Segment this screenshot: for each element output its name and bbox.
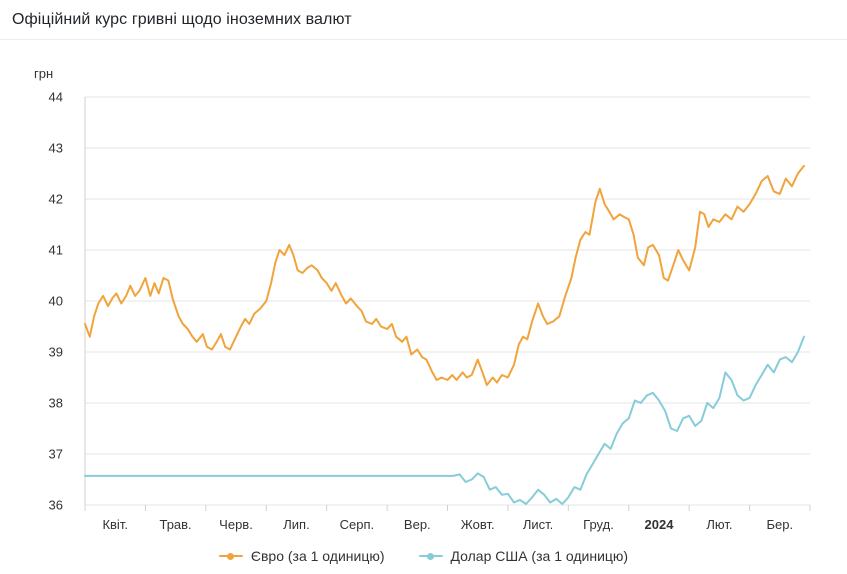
y-axis-tick-label: 37 bbox=[49, 447, 63, 462]
x-axis-tick-label: Черв. bbox=[219, 517, 253, 532]
line-chart-canvas: грн 36 37 38 39 40 41 42 43 44 Квіт. Трав. Черв. Лип.… bbox=[34, 66, 811, 532]
legend-label-usd: Долар США (за 1 одиницю) bbox=[450, 548, 629, 564]
y-axis-tick-label: 43 bbox=[49, 141, 63, 156]
y-axis-tick-label: 42 bbox=[49, 192, 63, 207]
x-axis-tick-label: Лист. bbox=[523, 517, 553, 532]
x-axis-tick-label: Бер. bbox=[766, 517, 793, 532]
legend-line-marker-euro bbox=[218, 552, 243, 560]
legend-item-usd[interactable]: Долар США (за 1 одиницю) bbox=[418, 548, 629, 564]
page-title: Офіційний курс гривні щодо іноземних вал… bbox=[12, 10, 352, 28]
legend-dot-marker-euro bbox=[227, 552, 235, 560]
series-line-0 bbox=[84, 164, 805, 387]
x-axis-tick-label: Вер. bbox=[404, 517, 431, 532]
chart-area: грн 36 37 38 39 40 41 42 43 44 Квіт. Трав. Черв. Лип.… bbox=[0, 52, 847, 532]
legend-dot-marker-usd bbox=[427, 552, 435, 560]
legend-line-marker-usd bbox=[418, 552, 443, 560]
legend-item-euro[interactable]: Євро (за 1 одиницю) bbox=[218, 548, 385, 564]
x-axis-tick-label: 2024 bbox=[645, 517, 675, 532]
y-axis-tick-label: 36 bbox=[49, 498, 63, 513]
x-axis-tick-label: Груд. bbox=[583, 517, 614, 532]
y-axis-tick-label: 39 bbox=[49, 345, 63, 360]
legend-label-euro: Євро (за 1 одиницю) bbox=[250, 548, 385, 564]
x-axis-tick-label: Квіт. bbox=[102, 517, 128, 532]
page-header: Офіційний курс гривні щодо іноземних вал… bbox=[0, 0, 847, 40]
x-axis-tick-label: Серп. bbox=[340, 517, 375, 532]
x-axis-tick-label: Лип. bbox=[283, 517, 309, 532]
y-axis-tick-label: 44 bbox=[49, 90, 63, 105]
x-axis-tick-label: Трав. bbox=[159, 517, 191, 532]
series-line-1 bbox=[84, 335, 805, 505]
chart-legend: Євро (за 1 одиницю) Долар США (за 1 один… bbox=[0, 548, 847, 564]
x-axis-tick-label: Лют. bbox=[706, 517, 732, 532]
x-axis-tick-label: Жовт. bbox=[461, 517, 495, 532]
y-axis-tick-label: 40 bbox=[49, 294, 63, 309]
y-axis-tick-label: 41 bbox=[49, 243, 63, 258]
y-axis-unit-label: грн bbox=[34, 66, 53, 81]
y-axis-tick-label: 38 bbox=[49, 396, 63, 411]
